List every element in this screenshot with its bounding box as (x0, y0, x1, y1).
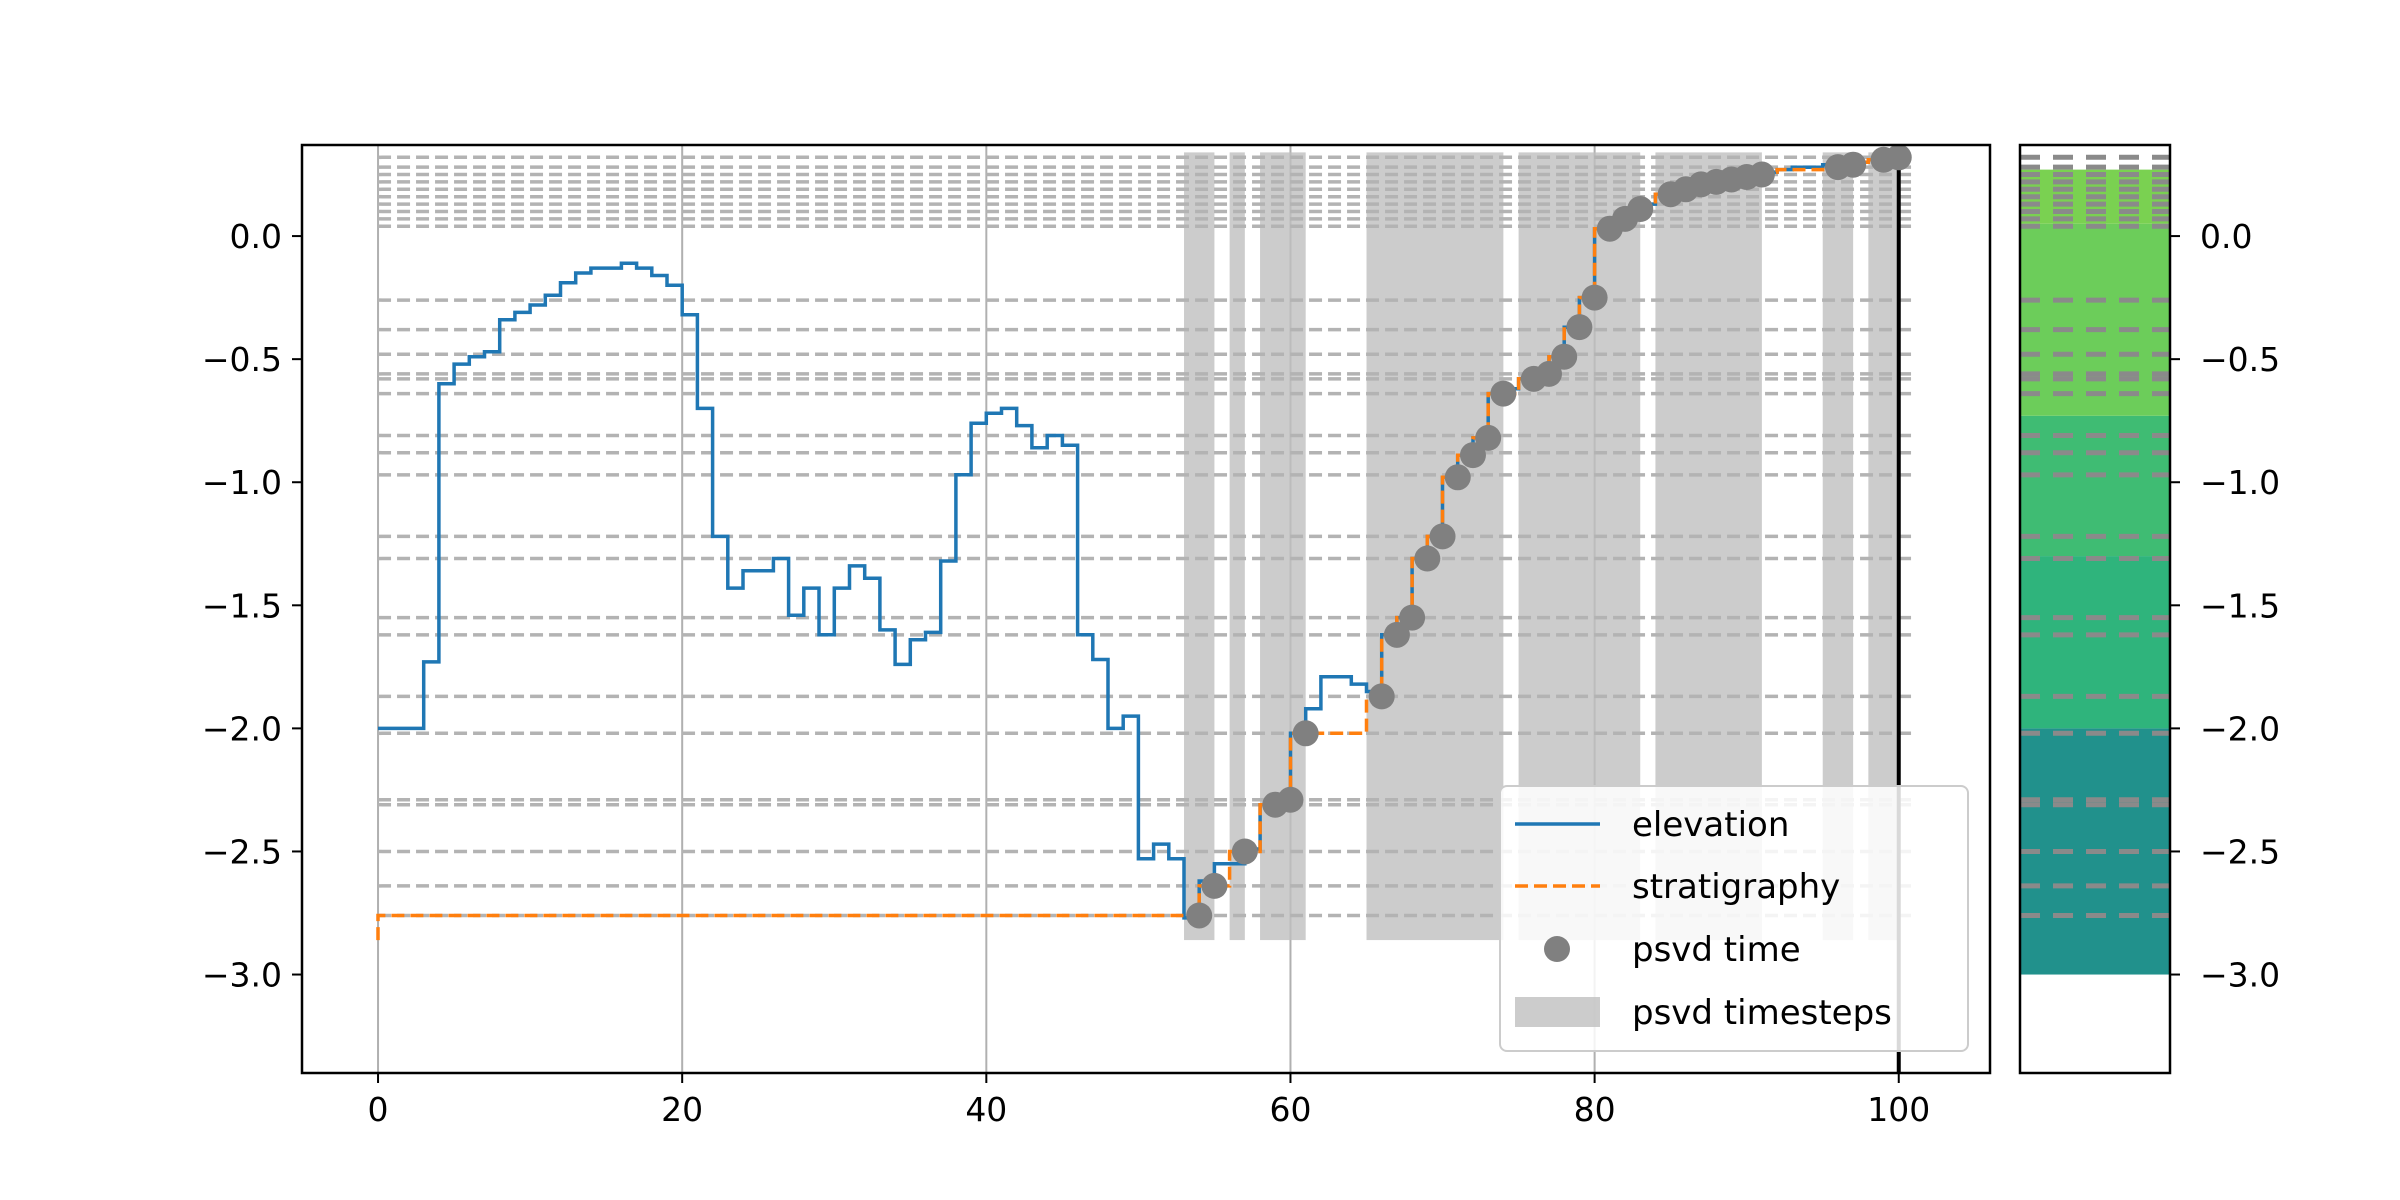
x-tick-label-3: 60 (1269, 1090, 1311, 1129)
x-axis: 0 20 40 60 80 100 (368, 1073, 1930, 1129)
psvd-time-point-8 (1399, 604, 1426, 631)
legend-label-2: psvd time (1632, 930, 1801, 970)
x-tick-label-1: 20 (661, 1090, 703, 1129)
psvd-time-point-31 (1840, 151, 1867, 178)
psvd-timestep-band-1 (1229, 152, 1245, 941)
column-band-1 (2020, 556, 2170, 729)
column-y-axis: 0.0 −0.5 −1.0 −1.5 −2.0 −2.5 −3.0 (2170, 217, 2280, 995)
legend-psvd-time-swatch (1544, 936, 1570, 962)
psvd-time-point-29 (1748, 161, 1775, 188)
psvd-time-point-7 (1383, 621, 1410, 648)
legend-label-3: psvd timesteps (1632, 993, 1892, 1033)
legend-label-0: elevation (1632, 805, 1789, 845)
psvd-time-point-0 (1186, 902, 1213, 929)
strata-lines (378, 155, 1914, 918)
psvd-timestep-band-0 (1184, 152, 1215, 941)
column-axes-frame (2018, 143, 2172, 1075)
legend-psvd-timesteps-swatch (1515, 997, 1600, 1027)
x-tick-label-0: 0 (368, 1090, 389, 1129)
psvd-time-point-22 (1627, 196, 1654, 222)
y-tick-label-1: −0.5 (202, 340, 282, 379)
y-tick-label-5: −2.5 (202, 832, 282, 871)
y-tick-label-2: −1.0 (202, 463, 282, 502)
psvd-time-point-13 (1475, 424, 1502, 451)
y-tick-label-6: −3.0 (202, 956, 282, 995)
x-tick-label-5: 100 (1867, 1090, 1930, 1129)
psvd-time-point-1 (1201, 872, 1228, 899)
psvd-time-point-6 (1368, 683, 1395, 710)
column-band-3 (2020, 223, 2170, 416)
psvd-time-point-11 (1444, 464, 1471, 491)
y-tick-label-0: 0.0 (230, 217, 282, 256)
x-tick-label-2: 40 (965, 1090, 1007, 1129)
stratigraphic-column: 0.0 −0.5 −1.0 −1.5 −2.0 −2.5 −3.0 (2018, 143, 2280, 1075)
psvd-time-point-18 (1566, 314, 1593, 341)
column-band-2 (2020, 415, 2170, 557)
psvd-time-point-14 (1490, 380, 1517, 407)
column-y-tick-label-6: −3.0 (2200, 956, 2280, 995)
column-strata-lines (2020, 154, 2170, 918)
psvd-time-point-17 (1551, 343, 1578, 370)
y-tick-label-3: −1.5 (202, 586, 282, 625)
main-axes-frame (300, 143, 1992, 1075)
psvd-time-point-33 (1885, 144, 1912, 171)
column-frame-rect (2018, 143, 2172, 1075)
column-y-tick-label-1: −0.5 (2200, 340, 2280, 379)
y-axis: 0.0 −0.5 −1.0 −1.5 −2.0 −2.5 −3.0 (202, 217, 302, 995)
column-y-tick-label-5: −2.5 (2200, 832, 2280, 871)
psvd-time-points (1186, 144, 1912, 929)
psvd-timestep-band-2 (1260, 152, 1306, 941)
psvd-time-point-16 (1535, 360, 1562, 387)
column-y-tick-label-4: −2.0 (2200, 709, 2280, 748)
column-bands (2020, 169, 2170, 975)
psvd-time-point-10 (1429, 523, 1456, 550)
psvd-time-point-4 (1277, 786, 1304, 813)
legend: elevation stratigraphy psvd time psvd times… (1499, 785, 1969, 1052)
column-y-tick-label-2: −1.0 (2200, 463, 2280, 502)
legend-box (1499, 785, 1969, 1052)
column-y-tick-label-0: 0.0 (2200, 217, 2252, 256)
psvd-time-point-12 (1459, 442, 1486, 469)
x-tick-label-4: 80 (1574, 1090, 1616, 1129)
y-tick-label-4: −2.0 (202, 709, 282, 748)
psvd-time-point-9 (1414, 545, 1441, 572)
psvd-time-point-19 (1581, 284, 1608, 311)
psvd-time-point-2 (1231, 838, 1258, 865)
psvd-time-point-5 (1292, 720, 1319, 747)
column-y-tick-label-3: −1.5 (2200, 586, 2280, 625)
main-frame-rect (300, 143, 1992, 1075)
legend-label-1: stratigraphy (1632, 867, 1840, 907)
